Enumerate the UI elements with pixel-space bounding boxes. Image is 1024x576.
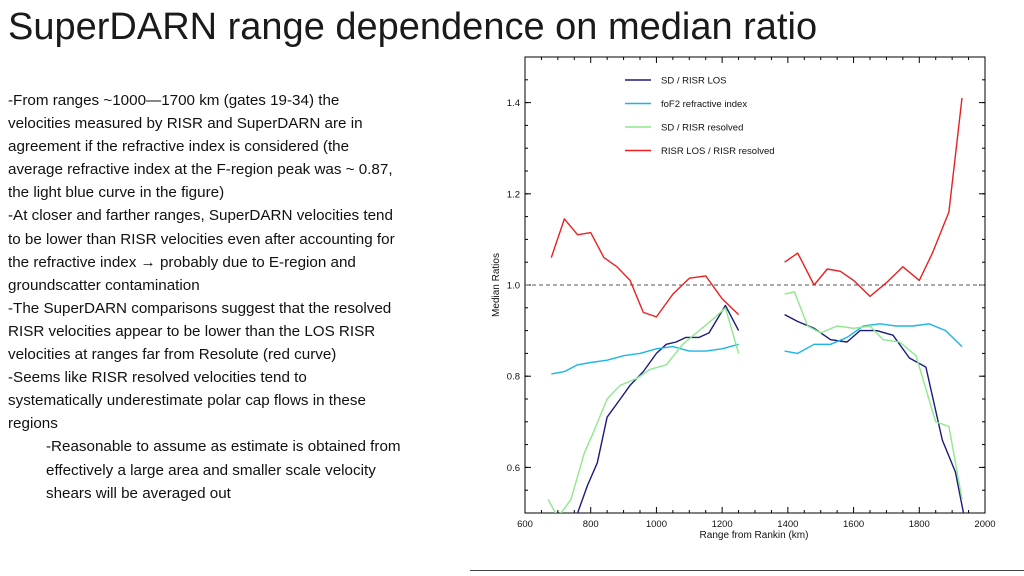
- bullet-2-line: to be lower than RISR velocities even af…: [8, 230, 395, 248]
- x-axis-label: Range from Rankin (km): [700, 530, 809, 541]
- bullet-2-line: -At closer and farther ranges, SuperDARN…: [8, 207, 393, 225]
- sub-bullet-line: -Reasonable to assume as estimate is obt…: [46, 438, 401, 456]
- series-line: [550, 218, 740, 318]
- bullet-2-text: probably due to E-region and: [155, 253, 356, 271]
- bullet-1-line: the light blue curve in the figure): [8, 184, 225, 202]
- bullet-1-line: agreement if the refractive index is con…: [8, 138, 350, 156]
- series-line: [547, 307, 740, 513]
- bullet-3-line: -The SuperDARN comparisons suggest that …: [8, 299, 392, 317]
- bullet-2-text: the refractive index: [8, 253, 141, 271]
- legend-label: foF2 refractive index: [661, 99, 747, 110]
- series-line: [784, 323, 963, 355]
- bullet-3-line: RISR velocities appear to be lower than …: [8, 322, 376, 340]
- x-tick-label: 1800: [909, 519, 930, 530]
- legend-label: SD / RISR resolved: [661, 123, 743, 134]
- y-tick-label: 1.2: [507, 189, 520, 200]
- plot-frame: [524, 56, 986, 514]
- x-tick-label: 800: [583, 519, 599, 530]
- bullet-3-line: velocities at ranges far from Resolute (…: [8, 346, 337, 364]
- y-tick-label: 0.8: [507, 372, 520, 383]
- series-group: [547, 97, 965, 513]
- series-line: [551, 343, 739, 375]
- x-tick-label: 2000: [974, 519, 995, 530]
- x-tick-label: 600: [517, 519, 533, 530]
- series-line: [784, 291, 963, 500]
- arrow-right-icon: →: [140, 253, 156, 271]
- bottom-divider: [470, 570, 1024, 571]
- x-tick-label: 1000: [646, 519, 667, 530]
- bullet-4-line: regions: [8, 415, 58, 433]
- y-tick-label: 1.0: [507, 281, 520, 292]
- bullet-1-line: -From ranges ~1000—1700 km (gates 19-34)…: [8, 92, 340, 109]
- x-tick-label: 1400: [777, 519, 798, 530]
- sub-bullet-line: effectively a large area and smaller sca…: [46, 461, 376, 479]
- bullet-2-line: groundscatter contamination: [8, 276, 200, 294]
- bullet-4-line: systematically underestimate polar cap f…: [8, 392, 366, 410]
- y-axis-label: Median Ratios: [491, 253, 502, 317]
- bullet-1-line: velocities measured by RISR and SuperDAR…: [8, 115, 363, 133]
- sub-bullet-line: shears will be averaged out: [46, 484, 231, 502]
- bullet-4-line: -Seems like RISR resolved velocities ten…: [8, 369, 307, 387]
- slide-title: SuperDARN range dependence on median rat…: [8, 6, 818, 48]
- legend-label: RISR LOS / RISR resolved: [661, 146, 775, 157]
- bullet-2-line: the refractive index → probably due to E…: [8, 251, 470, 274]
- slide-body-text: -From ranges ~1000—1700 km (gates 19-34)…: [8, 89, 470, 505]
- x-tick-label: 1600: [843, 519, 864, 530]
- legend-label: SD / RISR LOS: [661, 76, 726, 87]
- series-line: [576, 304, 740, 513]
- series-line: [784, 313, 965, 513]
- x-tick-label: 1200: [712, 519, 733, 530]
- y-tick-label: 0.6: [507, 463, 520, 474]
- series-line: [784, 97, 963, 298]
- bullet-1-line: average refractive index at the F-region…: [8, 161, 393, 179]
- y-tick-label: 1.4: [507, 98, 520, 109]
